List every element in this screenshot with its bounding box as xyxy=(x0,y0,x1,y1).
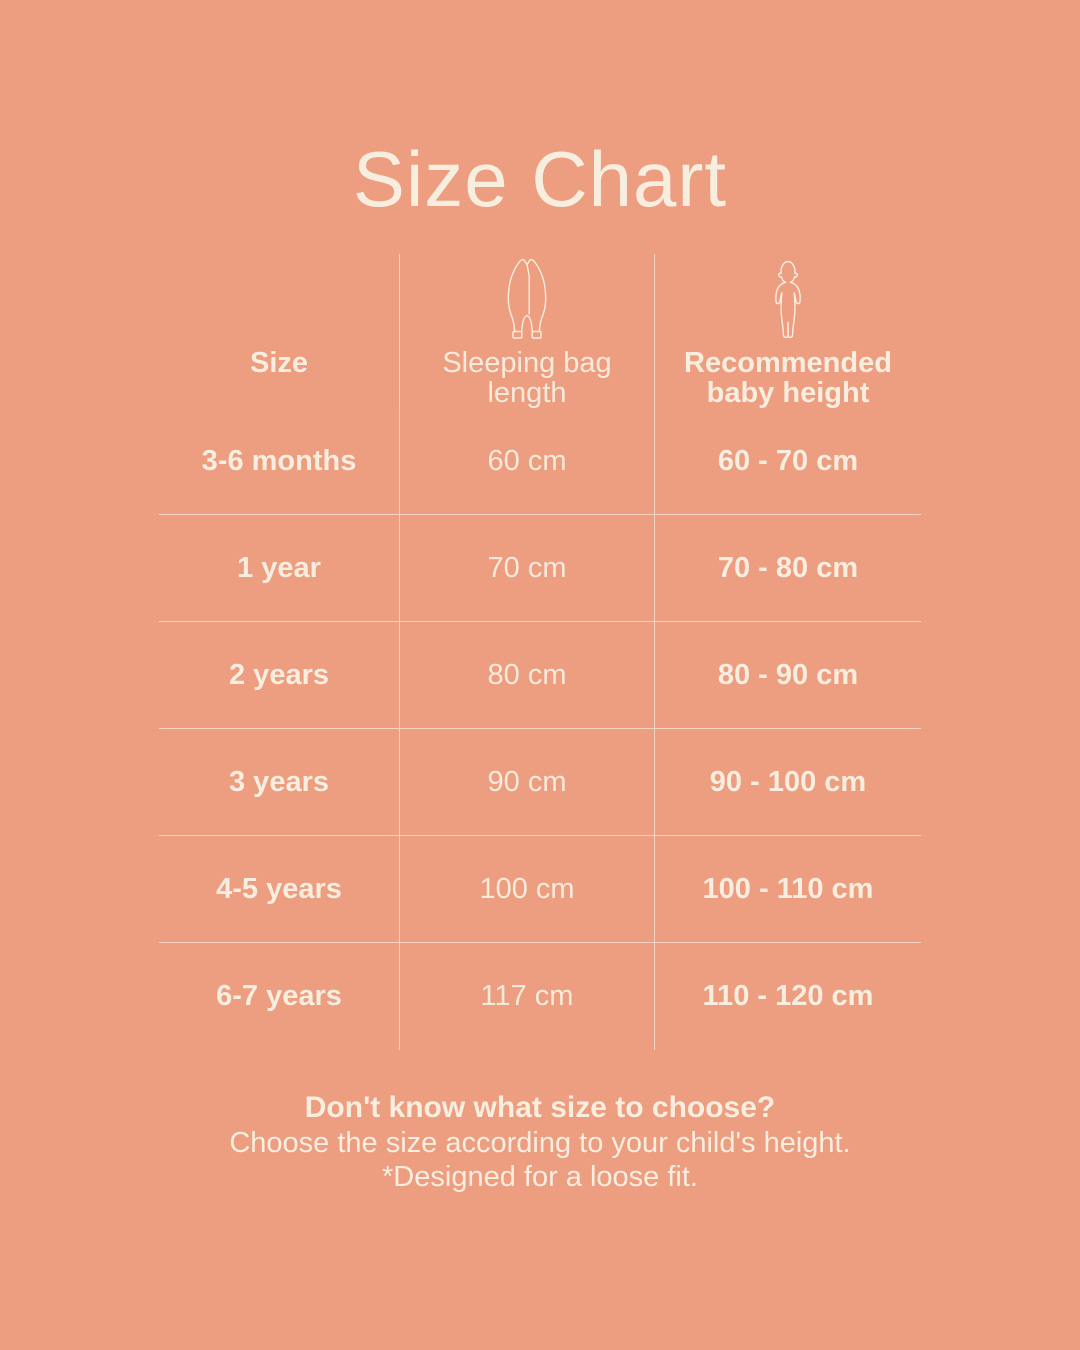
footer-fit-note: *Designed for a loose fit. xyxy=(382,1161,698,1194)
row-1-size: 1 year xyxy=(159,515,399,623)
size-table: Size Sleeping bag length xyxy=(159,254,921,1051)
row-4-size: 4-5 years xyxy=(159,836,399,944)
footer-note: Don't know what size to choose? Choose t… xyxy=(0,1090,1080,1194)
row-0-bag-length: 60 cm xyxy=(399,408,654,516)
row-0-baby-height: 60 - 70 cm xyxy=(654,408,921,516)
baby-icon xyxy=(775,261,801,339)
footer-heading: Don't know what size to choose? xyxy=(304,1091,776,1125)
row-1-bag-length: 70 cm xyxy=(399,515,654,623)
row-3-baby-height: 90 - 100 cm xyxy=(654,729,921,837)
row-4-bag-length: 100 cm xyxy=(399,836,654,944)
page-title: Size Chart xyxy=(352,135,728,223)
header-size: Size xyxy=(159,254,399,408)
row-3-size: 3 years xyxy=(159,729,399,837)
row-0-size: 3-6 months xyxy=(159,408,399,516)
footer-advice: Choose the size according to your child'… xyxy=(229,1127,851,1160)
row-2-baby-height: 80 - 90 cm xyxy=(654,622,921,730)
header-bag-length: Sleeping bag length xyxy=(399,254,654,410)
row-3-bag-length: 90 cm xyxy=(399,729,654,837)
row-2-size: 2 years xyxy=(159,622,399,730)
sleeping-bag-icon xyxy=(507,259,547,340)
header-bag-length-label: Sleeping bag length xyxy=(442,347,612,410)
row-5-baby-height: 110 - 120 cm xyxy=(654,943,921,1051)
row-2-bag-length: 80 cm xyxy=(399,622,654,730)
header-baby-height-label: Recommended baby height xyxy=(684,347,892,410)
header-size-label: Size xyxy=(249,347,309,380)
row-5-bag-length: 117 cm xyxy=(399,943,654,1051)
row-5-size: 6-7 years xyxy=(216,980,342,1013)
row-1-baby-height: 70 - 80 cm xyxy=(654,515,921,623)
row-4-baby-height: 100 - 110 cm xyxy=(654,836,921,944)
header-baby-height: Recommended baby height xyxy=(654,254,921,410)
